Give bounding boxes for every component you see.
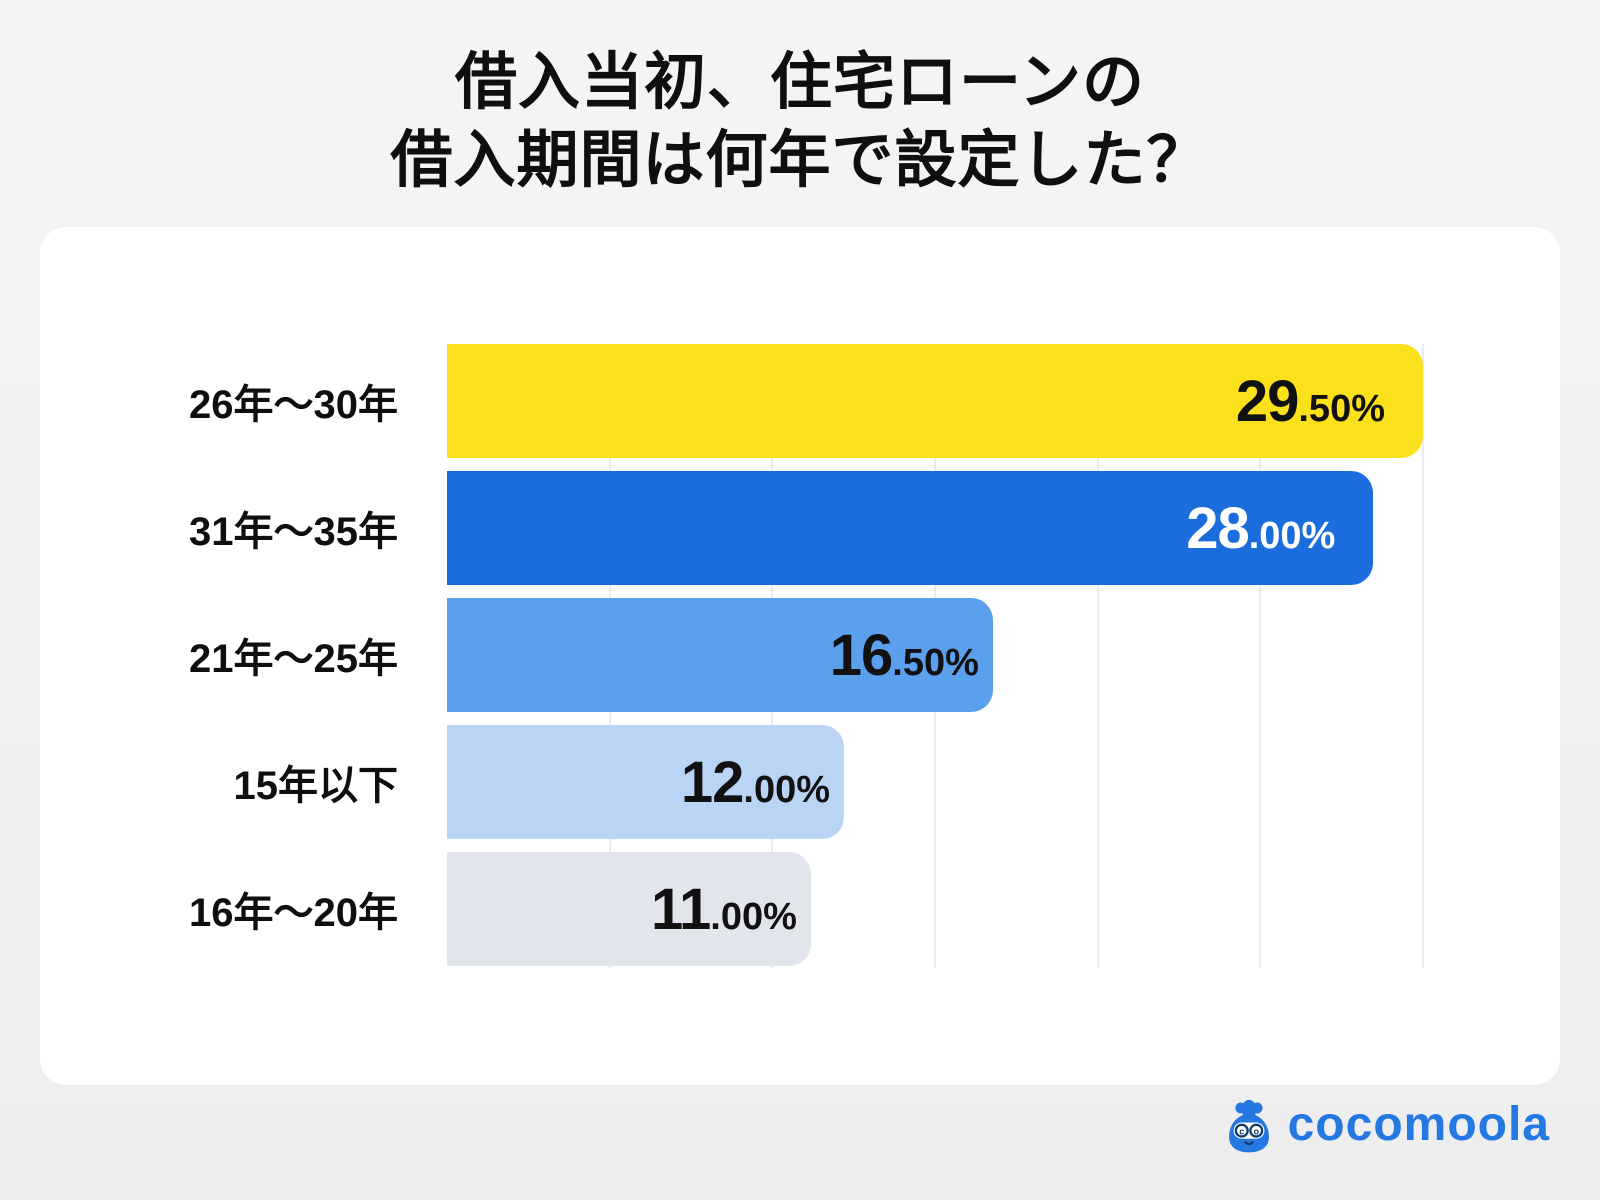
value-whole: 28 (1186, 495, 1250, 561)
value-whole: 12 (680, 749, 745, 815)
value-fraction: .50% (1298, 387, 1385, 430)
bar-chart: 26年〜30年 29.50% 31年〜35年 28.00% 21年〜25年 16.50% 1… (40, 344, 1560, 968)
bar: 12.00% (447, 725, 845, 839)
value-whole: 29 (1235, 368, 1300, 434)
bar-track: 16.50% (447, 598, 1423, 712)
value-fraction: .00% (743, 768, 831, 811)
svg-text:o: o (1253, 1126, 1259, 1136)
value-whole: 11 (650, 876, 711, 942)
value-label: 11.00% (651, 876, 797, 943)
bar: 16.50% (447, 598, 993, 712)
gridline (1422, 344, 1424, 968)
bar-row: 26年〜30年 29.50% (40, 344, 1560, 458)
value-fraction: .00% (710, 895, 797, 938)
value-label: 12.00% (681, 749, 830, 816)
chart-title: 借入当初、住宅ローンの 借入期間は何年で設定した？ (0, 44, 1600, 200)
bar: 29.50% (447, 344, 1423, 458)
value-label: 28.00% (1186, 495, 1335, 562)
bar: 11.00% (447, 852, 811, 966)
value-fraction: .50% (892, 641, 979, 684)
bar-row: 16年〜20年 11.00% (40, 852, 1560, 966)
bar-row: 21年〜25年 16.50% (40, 598, 1560, 712)
value-fraction: .00% (1248, 514, 1336, 557)
bar-track: 11.00% (447, 852, 1423, 966)
chart-title-line1: 借入当初、住宅ローンの (455, 48, 1145, 117)
chart-panel: 26年〜30年 29.50% 31年〜35年 28.00% 21年〜25年 16.50% 1… (40, 227, 1560, 1085)
bar-track: 12.00% (447, 725, 1423, 839)
category-label: 15年以下 (233, 764, 399, 808)
category-label: 31年〜35年 (189, 510, 398, 554)
bar-track: 29.50% (447, 344, 1423, 458)
value-label: 16.50% (830, 622, 979, 689)
bar-row: 15年以下 12.00% (40, 725, 1560, 839)
bar: 28.00% (447, 471, 1374, 585)
chart-title-line2: 借入期間は何年で設定した？ (390, 126, 1210, 196)
bar-row: 31年〜35年 28.00% (40, 471, 1560, 585)
category-label: 16年〜20年 (189, 891, 398, 935)
bar-rows: 26年〜30年 29.50% 31年〜35年 28.00% 21年〜25年 16.50% 1… (40, 344, 1560, 966)
category-label: 21年〜25年 (189, 637, 398, 681)
brand-logo: c o cocomoola (1220, 1098, 1550, 1156)
svg-text:c: c (1239, 1126, 1244, 1136)
gridline (1096, 344, 1099, 968)
value-label: 29.50% (1236, 368, 1385, 435)
gridline (1259, 344, 1262, 968)
bar-track: 28.00% (447, 471, 1423, 585)
category-label: 26年〜30年 (189, 383, 398, 427)
value-whole: 16 (829, 622, 894, 688)
brand-logo-text: cocomoola (1287, 1098, 1550, 1151)
money-bag-mascot-icon: c o (1228, 1099, 1269, 1153)
